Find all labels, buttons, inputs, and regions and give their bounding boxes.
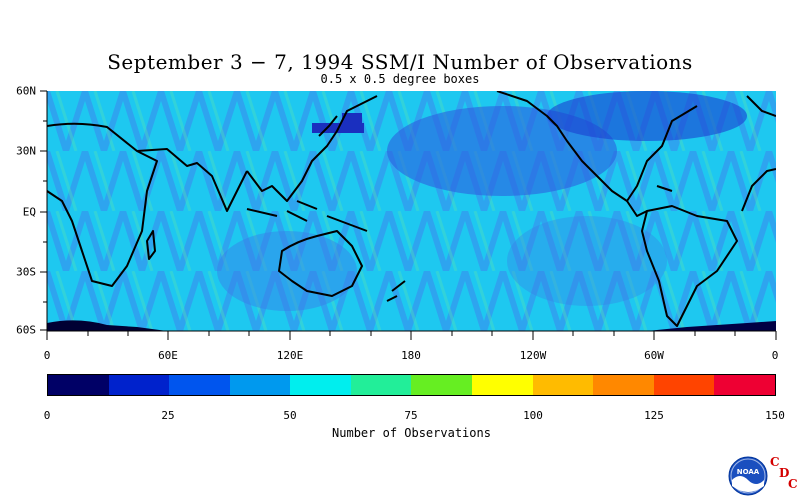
colorbar-swatch-9 [593,375,654,395]
colorbar-label-150: 150 [765,409,785,422]
cdc-letter-c2: C [788,477,798,491]
lon-label-60e: 60E [158,349,178,362]
colorbar-label-50: 50 [283,409,297,422]
colorbar-swatch-3 [229,375,291,395]
lon-label-120e: 120E [276,349,304,362]
colorbar-label-75: 75 [404,409,418,422]
noaa-logo: NOAA [728,456,768,496]
lat-label-30n: 30N [16,144,36,158]
map-title: September 3 − 7, 1994 SSM/I Number of Ob… [107,50,693,74]
lat-label-eq: EQ [22,205,36,219]
observations-map-svg [47,91,776,331]
colorbar-swatch-10 [653,375,715,395]
colorbar-label-100: 100 [523,409,543,422]
lat-label-30s: 30S [16,265,36,279]
observations-map [47,91,776,331]
colorbar-swatch-4 [290,375,351,395]
colorbar-swatch-5 [350,375,412,395]
colorbar-swatch-7 [472,375,533,395]
colorbar-label-25: 25 [161,409,175,422]
lon-label-60w: 60W [644,349,664,362]
colorbar [47,374,776,396]
lat-label-60s: 60S [16,323,36,337]
colorbar-swatch-1 [108,375,170,395]
map-subtitle: 0.5 x 0.5 degree boxes [320,72,480,86]
lon-label-120w: 120W [519,349,547,362]
colorbar-swatch-2 [169,375,230,395]
colorbar-swatch-0 [48,375,109,395]
cdc-letter-c1: C [770,455,780,469]
colorbar-swatch-8 [532,375,594,395]
colorbar-swatch-6 [411,375,473,395]
lon-label-0: 0 [43,349,51,362]
colorbar-label-125: 125 [644,409,664,422]
lat-label-60n: 60N [16,84,36,98]
colorbar-title: Number of Observations [332,426,491,440]
colorbar-label-0: 0 [43,409,51,422]
colorbar-swatch-11 [714,375,775,395]
lon-label-180: 180 [401,349,421,362]
lon-label-0-right: 0 [771,349,779,362]
cdc-letter-d: D [779,466,790,480]
noaa-logo-text: NOAA [737,468,760,476]
